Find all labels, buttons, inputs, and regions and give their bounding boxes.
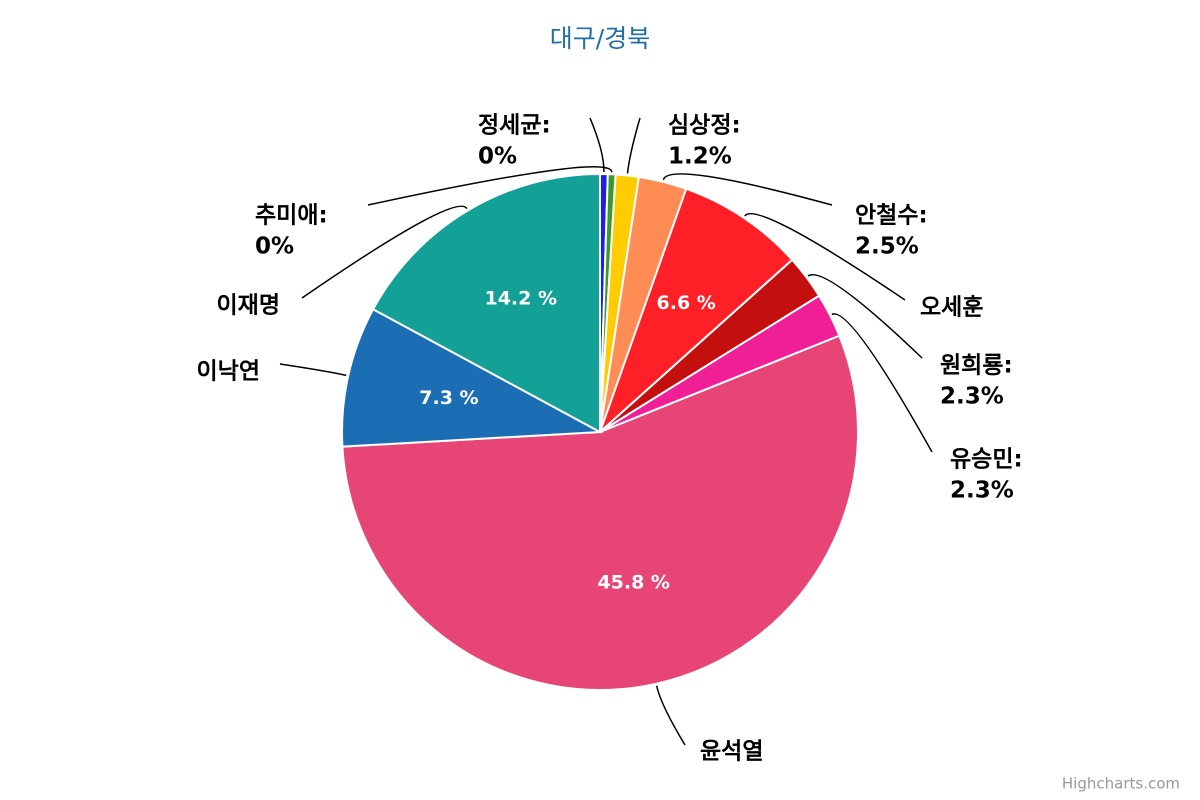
- pie-slice: [341, 307, 604, 448]
- data-label-value: 0%: [478, 144, 517, 170]
- data-label-name: 이낙연: [197, 359, 260, 385]
- data-label-name: 유승민:: [950, 447, 1023, 473]
- connector: [626, 117, 641, 174]
- chart-title: 대구/경북: [550, 24, 650, 53]
- credits: Highcharts.com: [1062, 775, 1180, 793]
- data-label-value: 7.3 %: [419, 387, 478, 409]
- connector: [279, 363, 347, 377]
- connector: [301, 205, 468, 299]
- connector: [589, 117, 605, 173]
- connector: [367, 166, 613, 206]
- connector: [831, 313, 933, 453]
- data-label-value: 6.6 %: [657, 292, 716, 314]
- data-label-value: 14.2 %: [484, 288, 557, 310]
- data-label-value: 0%: [255, 234, 294, 260]
- data-label-name: 윤석열: [700, 739, 763, 765]
- data-label-name: 추미애:: [255, 203, 328, 229]
- connector: [655, 685, 686, 746]
- pie-slice: [599, 187, 794, 433]
- connector: [662, 173, 833, 206]
- data-label-name: 원희룡:: [940, 353, 1013, 379]
- pie-slice: [341, 334, 859, 691]
- data-label-name: 심상정:: [668, 113, 741, 139]
- data-label-value: 2.3%: [950, 478, 1014, 504]
- data-label-value: 1.2%: [668, 144, 732, 170]
- data-label-name: 안철수:: [855, 203, 928, 229]
- data-label-name: 정세균:: [478, 113, 551, 139]
- connector: [807, 274, 923, 359]
- data-label-name: 오세훈: [920, 295, 983, 321]
- connector: [744, 212, 906, 301]
- data-label-value: 2.5%: [855, 234, 919, 260]
- pie-slice: [371, 172, 601, 434]
- data-label-name: 이재명: [217, 293, 280, 319]
- data-label-value: 2.3%: [940, 384, 1004, 410]
- data-label-value: 45.8 %: [597, 572, 670, 594]
